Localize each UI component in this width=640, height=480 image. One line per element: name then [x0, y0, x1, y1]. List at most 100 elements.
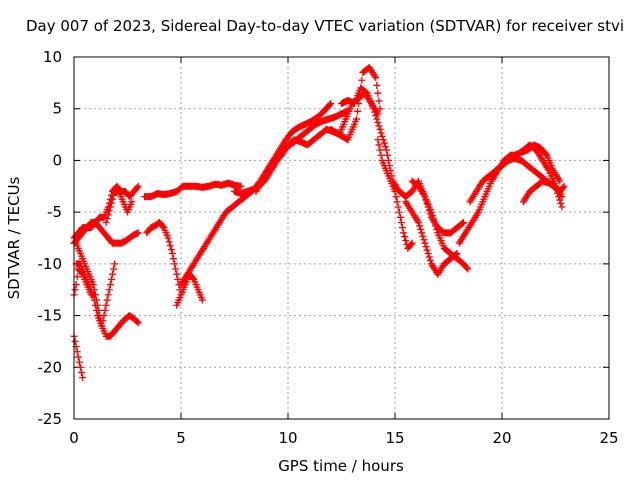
data-point-marker [358, 76, 366, 84]
data-point-marker [556, 196, 564, 204]
data-point-marker [106, 281, 114, 289]
data-point-marker [370, 105, 378, 113]
data-point-marker [71, 286, 79, 294]
data-point-marker [101, 306, 109, 314]
data-point-marker [384, 151, 392, 159]
data-point-marker [372, 74, 380, 82]
data-point-marker [376, 125, 384, 133]
data-point-marker [385, 156, 393, 164]
data-point-marker [107, 199, 115, 207]
data-point-marker [371, 108, 379, 116]
x-tick-label: 5 [176, 429, 186, 447]
series-markers [374, 136, 416, 252]
data-point-marker [556, 177, 564, 185]
y-tick-label: -20 [38, 358, 63, 376]
y-tick-label: -5 [47, 203, 62, 221]
data-point-marker [382, 146, 390, 154]
data-point-marker [77, 368, 85, 376]
data-point-marker [400, 229, 408, 237]
data-point-marker [423, 200, 431, 208]
data-point-marker [423, 246, 431, 254]
data-markers [70, 63, 568, 382]
data-point-marker [392, 193, 400, 201]
data-point-marker [426, 256, 434, 264]
series-markers [252, 89, 382, 195]
plot-frame [73, 56, 610, 420]
series-markers [519, 177, 566, 211]
data-point-marker [102, 301, 110, 309]
data-point-marker [170, 255, 178, 263]
data-point-marker [380, 139, 388, 147]
data-point-marker [104, 211, 112, 219]
data-point-marker [166, 242, 174, 250]
data-point-marker [73, 273, 81, 281]
data-point-marker [377, 129, 385, 137]
data-point-marker [102, 218, 110, 226]
data-point-marker [553, 186, 561, 194]
data-point-marker [90, 286, 98, 294]
series-markers [102, 187, 136, 226]
data-point-marker [109, 270, 117, 278]
data-point-marker [134, 182, 142, 190]
data-point-marker [105, 207, 113, 215]
data-point-marker [393, 198, 401, 206]
x-tick-label: 0 [69, 429, 79, 447]
data-point-marker [71, 337, 79, 345]
data-point-marker [415, 218, 423, 226]
data-point-marker [91, 291, 99, 299]
data-point-marker [373, 115, 381, 123]
data-point-marker [105, 286, 113, 294]
data-point-marker [557, 200, 565, 208]
data-point-marker [327, 100, 335, 108]
data-point-marker [424, 250, 432, 258]
data-point-marker [189, 274, 197, 282]
data-point-marker [94, 301, 102, 309]
data-point-marker [110, 265, 118, 273]
data-point-marker [372, 112, 380, 120]
y-tick-label: 10 [43, 48, 62, 66]
data-point-marker [417, 225, 425, 233]
data-point-marker [422, 243, 430, 251]
data-point-marker [198, 296, 206, 304]
x-tick-label: 20 [492, 429, 511, 447]
data-point-marker [133, 318, 141, 326]
data-point-marker [164, 234, 172, 242]
data-point-marker [134, 319, 142, 327]
data-point-marker [560, 182, 568, 190]
series-markers [70, 332, 87, 382]
data-point-marker [111, 260, 119, 268]
data-point-marker [555, 193, 563, 201]
series-markers [408, 177, 467, 237]
data-point-marker [419, 232, 427, 240]
data-point-marker [458, 219, 466, 227]
data-point-marker [73, 348, 81, 356]
data-point-marker [416, 222, 424, 230]
data-point-marker [374, 119, 382, 127]
series-markers [402, 198, 461, 278]
data-point-marker [99, 317, 107, 325]
x-tick-label: 25 [599, 429, 618, 447]
data-point-marker [424, 203, 432, 211]
data-point-marker [103, 296, 111, 304]
y-tick-label: -25 [38, 410, 63, 428]
data-point-marker [104, 291, 112, 299]
data-point-marker [103, 215, 111, 223]
data-point-marker [95, 306, 103, 314]
data-point-marker [376, 146, 384, 154]
data-point-marker [79, 374, 87, 382]
x-tick-label: 15 [385, 429, 404, 447]
data-point-marker [171, 260, 179, 268]
data-point-marker [407, 240, 415, 248]
data-point-marker [464, 265, 472, 273]
data-point-marker [422, 196, 430, 204]
data-point-marker [552, 182, 559, 190]
data-point-marker [398, 224, 406, 232]
data-point-marker [377, 151, 385, 159]
data-point-marker [376, 105, 384, 113]
data-point-marker [418, 229, 426, 237]
chart-title: Day 007 of 2023, Sidereal Day-to-day VTE… [26, 17, 624, 35]
data-point-marker [558, 203, 566, 211]
data-point-marker [426, 210, 434, 218]
data-point-marker [391, 187, 399, 195]
data-point-marker [100, 312, 108, 320]
